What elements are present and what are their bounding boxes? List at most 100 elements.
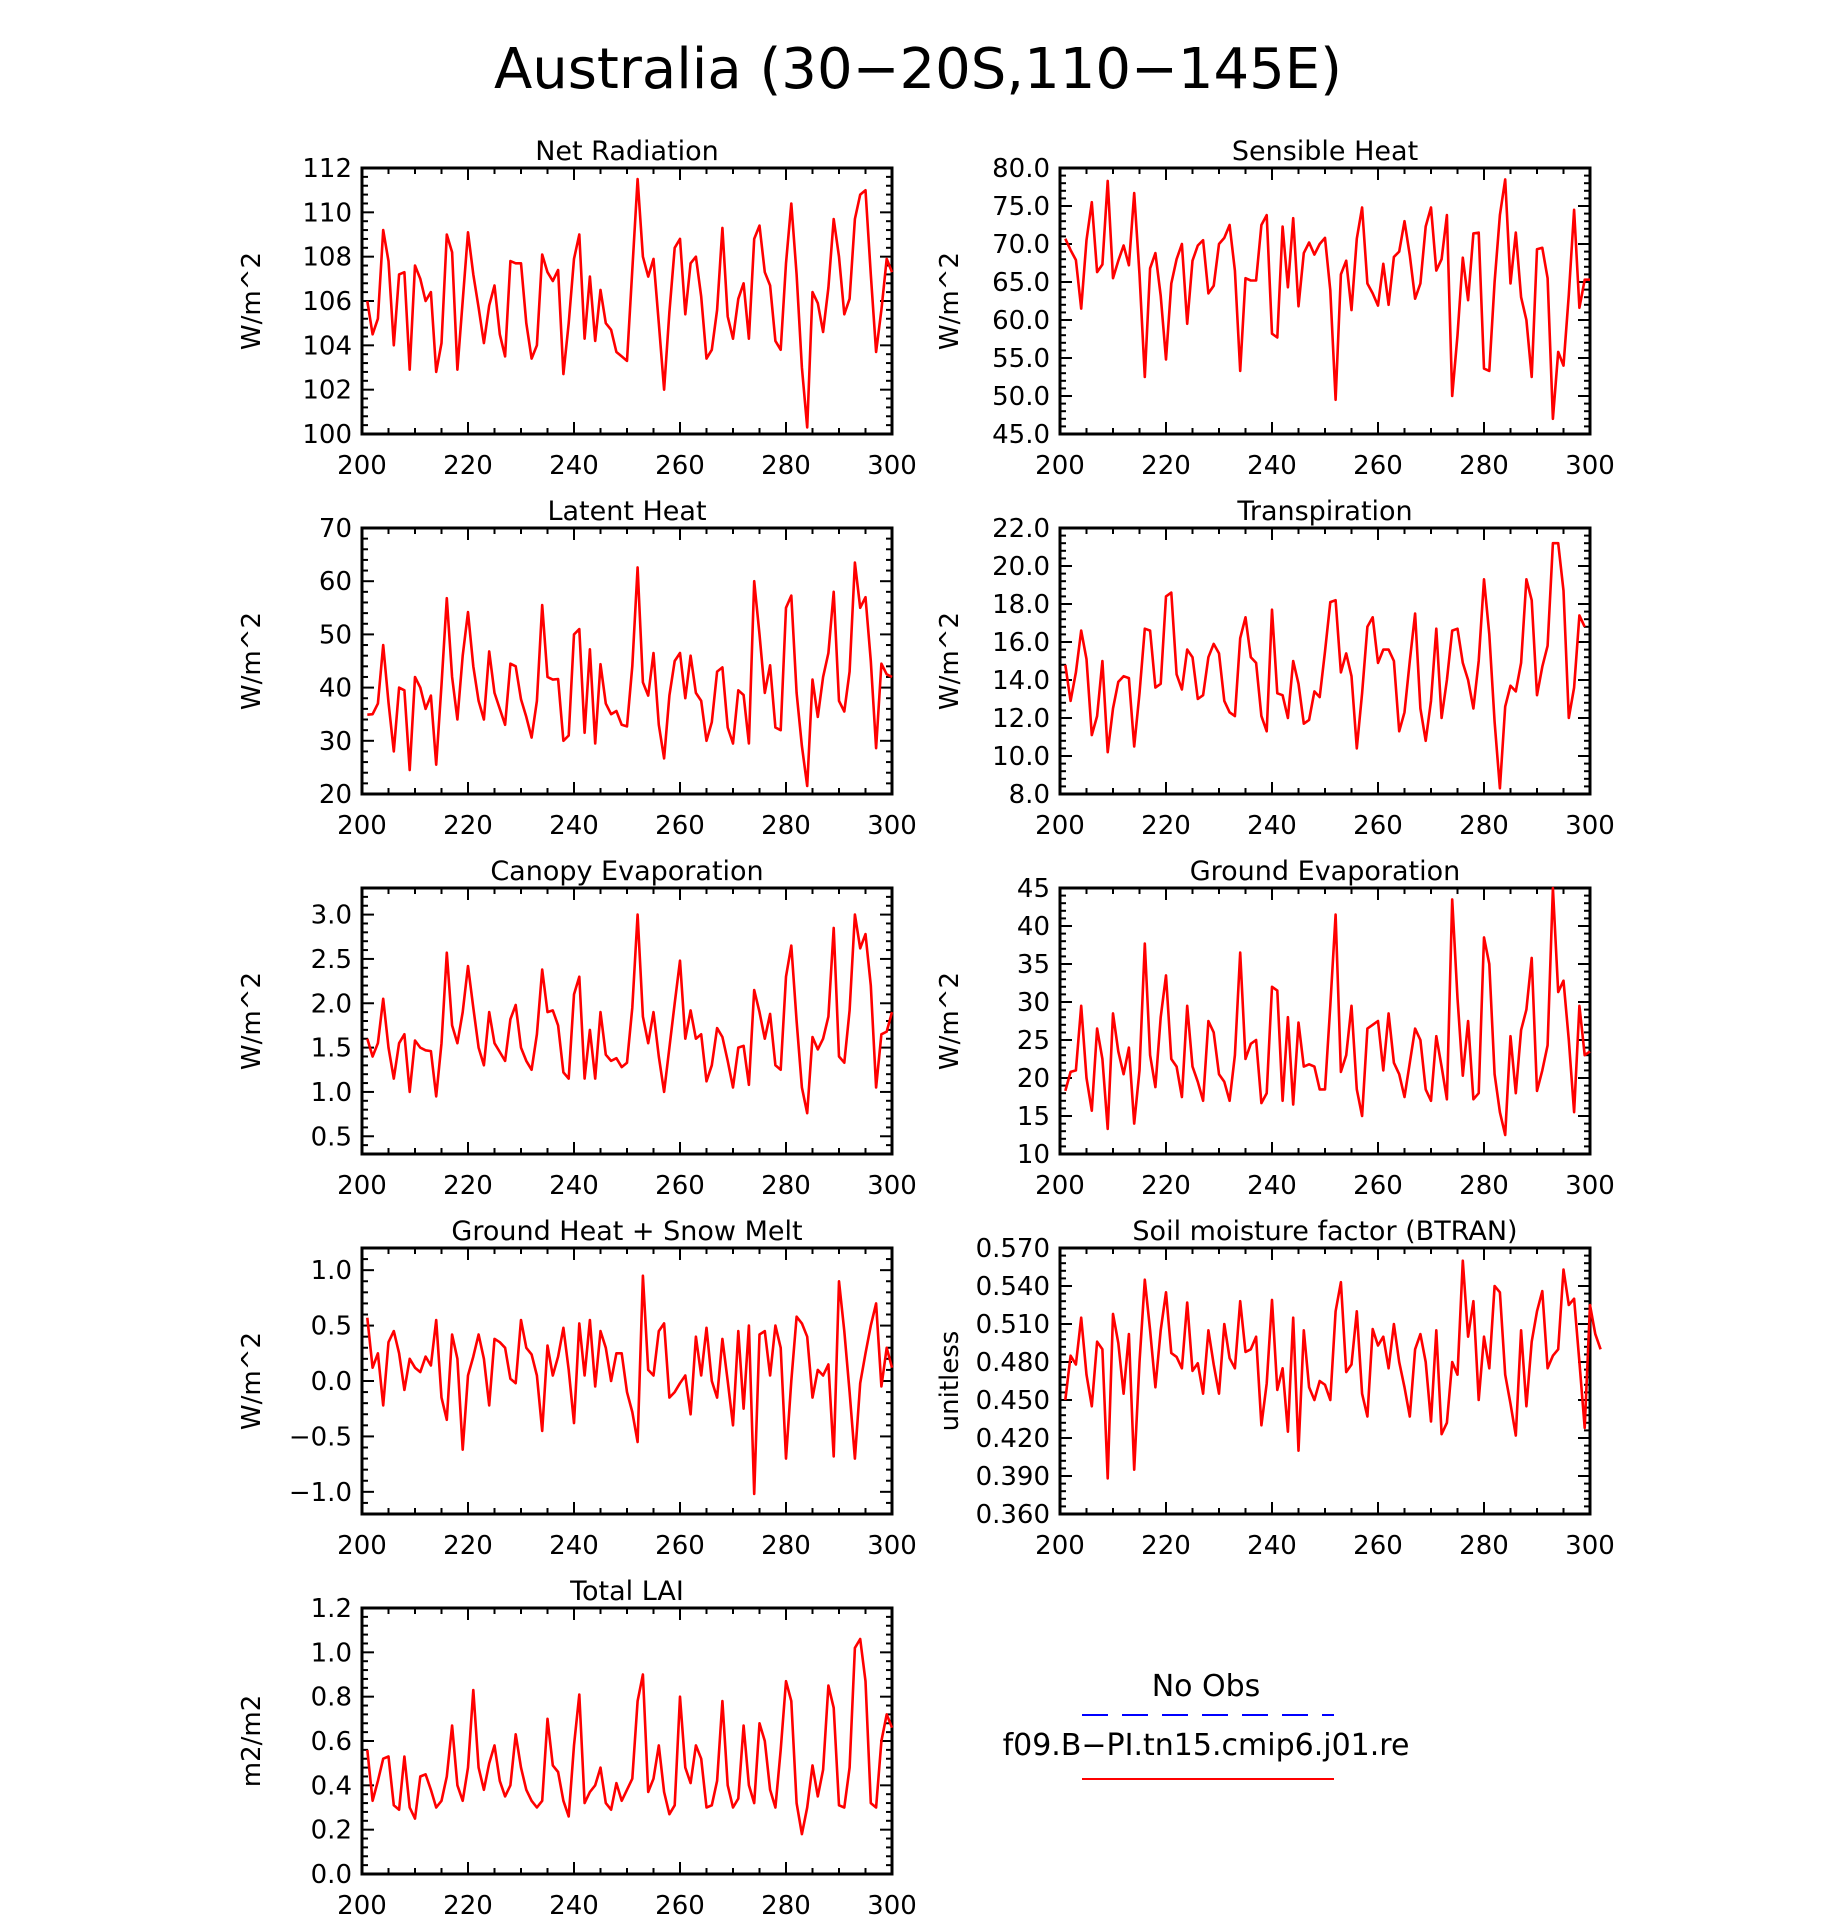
y-tick-label: 1.0 (311, 1256, 352, 1286)
y-tick-label: 50 (319, 620, 352, 650)
y-tick-label: 0.4 (311, 1771, 352, 1801)
legend-obs-label: No Obs (1152, 1669, 1261, 1704)
x-tick-label: 240 (549, 1891, 599, 1921)
y-tick-label: 0.540 (976, 1272, 1050, 1302)
x-tick-label: 240 (549, 1171, 599, 1201)
y-tick-label: 75.0 (992, 192, 1050, 222)
y-tick-label: 65.0 (992, 268, 1050, 298)
y-tick-label: 0.2 (311, 1816, 352, 1846)
x-tick-label: 220 (1141, 1171, 1191, 1201)
y-tick-label: 55.0 (992, 344, 1050, 374)
panel-ground-heat-snow-melt: Ground Heat + Snow Melt W/m^2 200 220 240 260… (237, 1216, 917, 1561)
y-tick-label: 20.0 (992, 552, 1050, 582)
y-tick-label: −0.5 (289, 1422, 352, 1452)
plot-frame (360, 1606, 894, 1876)
y-tick-label: −1.0 (289, 1478, 352, 1508)
x-tick-label: 260 (655, 811, 705, 841)
x-tick-label: 300 (867, 1891, 917, 1921)
y-tick-label: 0.570 (976, 1234, 1050, 1264)
y-tick-label: 1.5 (311, 1034, 352, 1064)
x-tick-label: 300 (1565, 1531, 1615, 1561)
x-tick-label: 240 (1247, 451, 1297, 481)
y-tick-label: 15 (1017, 1102, 1050, 1132)
y-tick-label: 8.0 (1009, 780, 1050, 810)
y-tick-label: 0.390 (976, 1462, 1050, 1492)
x-tick-label: 280 (1459, 1171, 1509, 1201)
x-tick-label: 220 (1141, 811, 1191, 841)
x-tick-label: 300 (1565, 811, 1615, 841)
y-tick-label: 70.0 (992, 230, 1050, 260)
x-tick-label: 260 (655, 1531, 705, 1561)
y-tick-label: 12.0 (992, 704, 1050, 734)
y-tick-label: 50.0 (992, 382, 1050, 412)
y-tick-label: 30 (1017, 988, 1050, 1018)
panel-total-lai: Total LAI m2/m2 200 220 240 260 280 300 0.0 0.2 0.… (237, 1576, 917, 1921)
y-axis-label: unitless (935, 1331, 965, 1432)
panel-canopy-evaporation: Canopy Evaporation W/m^2 200 220 240 260 280 30… (237, 856, 917, 1201)
y-tick-label: 40 (319, 674, 352, 704)
y-tick-label: 0.8 (311, 1683, 352, 1713)
x-tick-label: 260 (655, 1891, 705, 1921)
series-line-ground-evaporation (1064, 886, 1591, 1137)
y-tick-label: 2.5 (311, 945, 352, 975)
x-tick-label: 260 (655, 1171, 705, 1201)
x-tick-label: 300 (867, 1531, 917, 1561)
x-tick-label: 220 (443, 1531, 493, 1561)
y-tick-label: 35 (1017, 950, 1050, 980)
y-tick-label: 0.6 (311, 1727, 352, 1757)
y-tick-label: 20 (319, 780, 352, 810)
x-tick-label: 260 (655, 451, 705, 481)
y-tick-label: 70 (319, 514, 352, 544)
y-tick-label: 0.420 (976, 1424, 1050, 1454)
x-tick-label: 280 (1459, 451, 1509, 481)
y-tick-label: 60 (319, 567, 352, 597)
x-tick-label: 280 (761, 1531, 811, 1561)
figure-title: Australia (30−20S,110−145E) (494, 37, 1342, 102)
y-tick-label: 18.0 (992, 590, 1050, 620)
y-tick-label: 80.0 (992, 154, 1050, 184)
x-tick-label: 200 (337, 1531, 387, 1561)
panel-title: Soil moisture factor (BTRAN) (1132, 1216, 1517, 1247)
x-tick-label: 220 (443, 1171, 493, 1201)
x-tick-label: 300 (1565, 1171, 1615, 1201)
x-tick-label: 260 (1353, 811, 1403, 841)
x-tick-label: 280 (1459, 811, 1509, 841)
x-tick-label: 220 (443, 811, 493, 841)
x-tick-label: 260 (1353, 451, 1403, 481)
x-tick-label: 200 (337, 451, 387, 481)
y-tick-label: 0.0 (311, 1860, 352, 1890)
y-tick-label: 20 (1017, 1064, 1050, 1094)
x-tick-label: 280 (761, 811, 811, 841)
x-tick-label: 280 (761, 1891, 811, 1921)
y-axis-label: W/m^2 (237, 972, 267, 1070)
y-tick-label: 14.0 (992, 666, 1050, 696)
x-tick-label: 260 (1353, 1171, 1403, 1201)
series-line-canopy-evaporation (366, 913, 894, 1115)
y-tick-label: 2.0 (311, 989, 352, 1019)
x-tick-label: 200 (337, 811, 387, 841)
x-tick-label: 300 (1565, 451, 1615, 481)
y-tick-label: 16.0 (992, 628, 1050, 658)
y-tick-label: 45 (1017, 874, 1050, 904)
y-tick-label: 1.2 (311, 1594, 352, 1624)
plot-frame (1058, 166, 1592, 436)
y-tick-label: 0.480 (976, 1348, 1050, 1378)
panel-title: Net Radiation (535, 136, 719, 167)
panel-net-radiation: Net Radiation W/m^2 200 220 240 260 280 300 100 1… (237, 136, 917, 481)
panel-transpiration: Transpiration W/m^2 200 220 240 260 280 300 8.0 1… (935, 496, 1615, 841)
y-tick-label: 106 (302, 287, 352, 317)
y-tick-label: 112 (302, 154, 352, 184)
y-tick-label: 1.0 (311, 1638, 352, 1668)
panel-latent-heat: Latent Heat W/m^2 200 220 240 260 280 300 20 30 40… (237, 496, 917, 841)
x-tick-label: 220 (443, 451, 493, 481)
y-axis-label: m2/m2 (237, 1695, 267, 1788)
plot-frame (1058, 886, 1592, 1156)
plot-frame (360, 526, 894, 796)
y-tick-label: 60.0 (992, 306, 1050, 336)
x-tick-label: 200 (1035, 1171, 1085, 1201)
panel-sensible-heat: Sensible Heat W/m^2 200 220 240 260 280 300 45.0… (935, 136, 1615, 481)
legend-model-label: f09.B−PI.tn15.cmip6.j01.re (1003, 1728, 1410, 1763)
x-tick-label: 280 (761, 451, 811, 481)
panel-title: Ground Evaporation (1190, 856, 1461, 887)
